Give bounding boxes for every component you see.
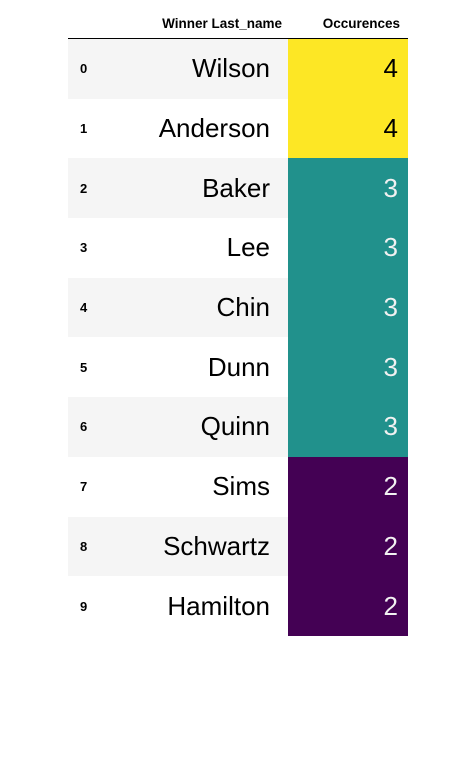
occurrences-cell: 2 [288, 517, 408, 577]
winner-last-name-cell: Quinn [120, 397, 288, 457]
row-index: 1 [68, 99, 120, 159]
row-index: 6 [68, 397, 120, 457]
occurrences-cell: 2 [288, 576, 408, 636]
occurrences-cell: 3 [288, 337, 408, 397]
winner-last-name-cell: Sims [120, 457, 288, 517]
table-body: 0 Wilson 4 1 Anderson 4 2 Baker 3 3 Lee … [68, 39, 408, 636]
occurrences-cell: 4 [288, 39, 408, 99]
occurrences-cell: 3 [288, 397, 408, 457]
occurrences-column-header: Occurences [288, 8, 408, 39]
table-row: 7 Sims 2 [68, 457, 408, 517]
row-index: 9 [68, 576, 120, 636]
winner-last-name-cell: Baker [120, 158, 288, 218]
row-index: 5 [68, 337, 120, 397]
index-column-header [68, 8, 120, 39]
row-index: 0 [68, 39, 120, 99]
winner-last-name-cell: Hamilton [120, 576, 288, 636]
winner-last-name-cell: Anderson [120, 99, 288, 159]
occurrences-cell: 3 [288, 278, 408, 338]
winner-last-name-cell: Wilson [120, 39, 288, 99]
winner-last-name-cell: Chin [120, 278, 288, 338]
table-row: 8 Schwartz 2 [68, 517, 408, 577]
table-row: 3 Lee 3 [68, 218, 408, 278]
winner-last-name-cell: Dunn [120, 337, 288, 397]
styled-dataframe: Winner Last_name Occurences 0 Wilson 4 1… [68, 8, 408, 636]
row-index: 3 [68, 218, 120, 278]
table-row: 1 Anderson 4 [68, 99, 408, 159]
table-row: 0 Wilson 4 [68, 39, 408, 99]
winner-last-name-column-header: Winner Last_name [120, 8, 288, 39]
table-row: 2 Baker 3 [68, 158, 408, 218]
occurrences-cell: 4 [288, 99, 408, 159]
row-index: 8 [68, 517, 120, 577]
table-row: 9 Hamilton 2 [68, 576, 408, 636]
table-header: Winner Last_name Occurences [68, 8, 408, 39]
winner-last-name-cell: Schwartz [120, 517, 288, 577]
occurrences-cell: 3 [288, 158, 408, 218]
row-index: 7 [68, 457, 120, 517]
table-row: 4 Chin 3 [68, 278, 408, 338]
header-row: Winner Last_name Occurences [68, 8, 408, 39]
table-row: 5 Dunn 3 [68, 337, 408, 397]
winner-last-name-cell: Lee [120, 218, 288, 278]
winner-occurrences-table: Winner Last_name Occurences 0 Wilson 4 1… [68, 8, 408, 636]
table-row: 6 Quinn 3 [68, 397, 408, 457]
occurrences-cell: 3 [288, 218, 408, 278]
row-index: 2 [68, 158, 120, 218]
occurrences-cell: 2 [288, 457, 408, 517]
row-index: 4 [68, 278, 120, 338]
